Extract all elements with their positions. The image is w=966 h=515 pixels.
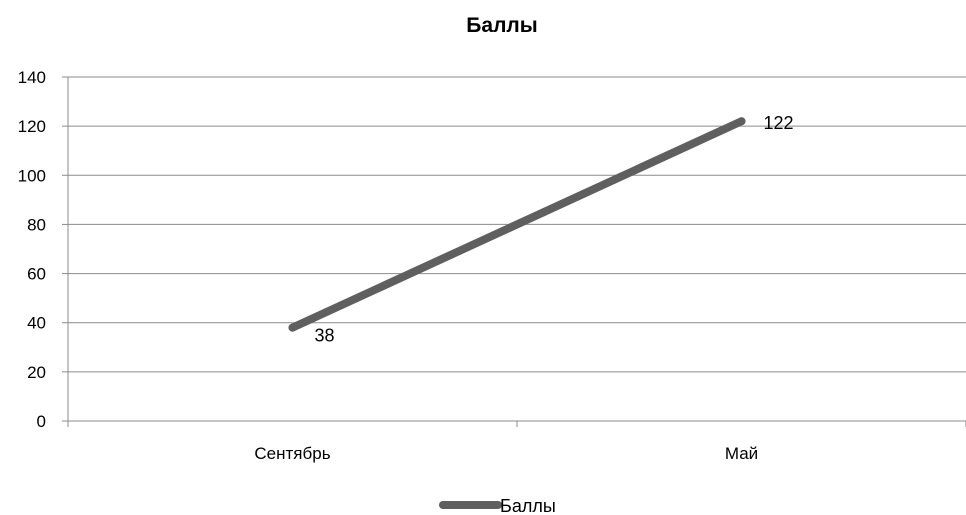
data-point	[737, 117, 746, 126]
chart-title: Баллы	[466, 14, 538, 37]
y-tick-label: 100	[18, 166, 46, 185]
data-label: 38	[315, 326, 335, 346]
y-tick-label: 20	[27, 363, 46, 382]
data-point	[288, 323, 297, 332]
legend-label: Баллы	[500, 496, 556, 515]
x-tick-label: Сентябрь	[254, 444, 330, 463]
data-label: 122	[764, 113, 794, 133]
y-tick-label: 40	[27, 314, 46, 333]
series-line	[288, 117, 746, 332]
y-tick-label: 0	[37, 412, 46, 431]
y-tick-label: 60	[27, 265, 46, 284]
y-tick-label: 120	[18, 117, 46, 136]
x-tick-label: Май	[725, 444, 758, 463]
y-tick-label: 80	[27, 215, 46, 234]
y-tick-label: 140	[18, 68, 46, 87]
